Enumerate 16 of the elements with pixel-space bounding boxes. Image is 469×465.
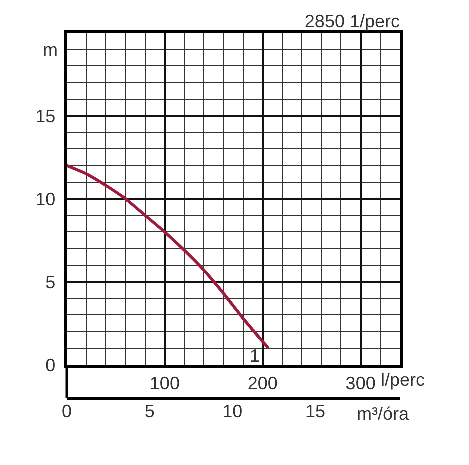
x2-tick-label: 0 [62,401,72,422]
y-tick-label: 5 [46,272,56,292]
x-tick-label: 300 [346,373,376,394]
y-tick-label: 10 [36,189,56,210]
y-tick-label: 15 [36,106,56,126]
x2-tick-label: 15 [305,401,326,422]
x-axis-title: l/perc [381,370,426,390]
chart-title: 2850 1/perc [304,11,400,32]
x2-tick-label: 10 [222,401,243,422]
x2-axis-title: m³/óra [357,404,410,424]
x2-tick-label: 5 [144,401,155,422]
series-label: 1 [250,346,260,366]
y-axis-title: m [43,40,58,60]
x-tick-label: 100 [150,373,180,394]
y-tick-label: 0 [46,355,56,376]
x-tick-label: 200 [248,373,278,394]
